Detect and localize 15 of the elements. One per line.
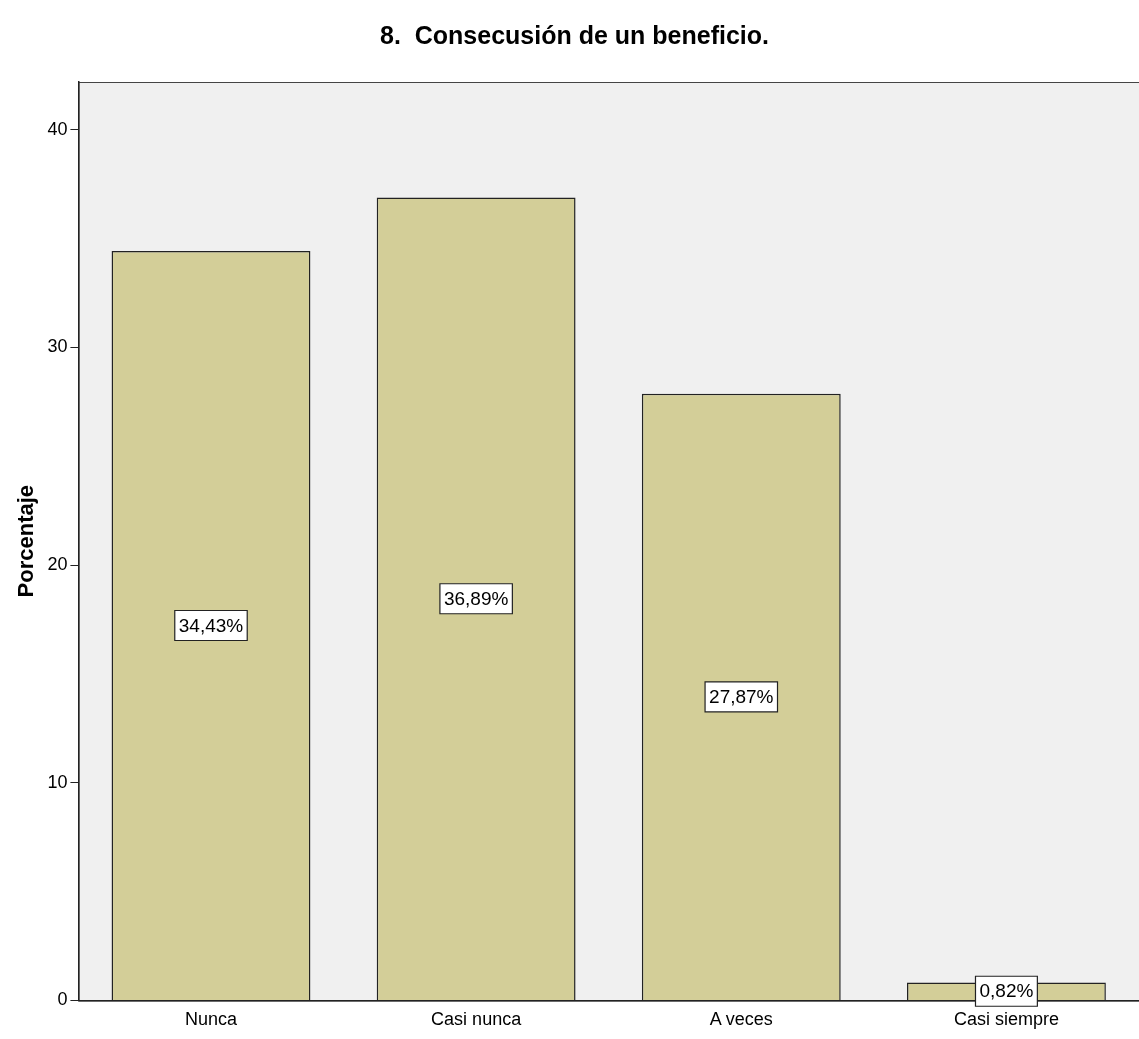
data-label: 0,82% — [979, 980, 1034, 1002]
x-tick-label: Nunca — [184, 1009, 238, 1030]
chart-title: 8. Consecusión de un beneficio. — [380, 20, 769, 49]
y-tick-label: 20 — [47, 554, 68, 575]
data-label: 34,43% — [178, 614, 244, 636]
y-tick-label: 10 — [47, 771, 68, 792]
y-tick-label: 0 — [57, 989, 68, 1010]
x-tick-label: Casi nunca — [431, 1009, 523, 1030]
y-axis-title: Porcentaje — [13, 484, 39, 598]
data-label: 36,89% — [443, 587, 509, 609]
y-tick-label: 40 — [47, 118, 68, 139]
x-tick-label: A veces — [709, 1009, 773, 1030]
x-tick-label: Casi siempre — [953, 1009, 1059, 1030]
y-tick-label: 30 — [47, 336, 68, 357]
data-label: 27,87% — [709, 686, 774, 708]
